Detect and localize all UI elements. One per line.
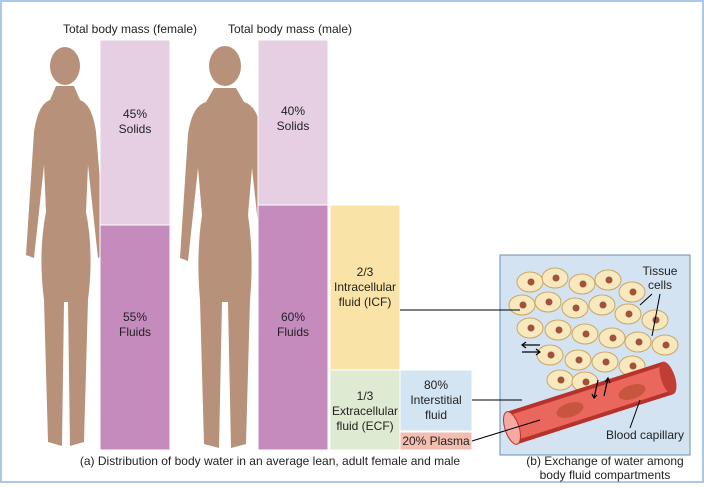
interstitial-percent: 80% (424, 378, 448, 392)
nucleus (548, 352, 555, 359)
female-fluids-label: Fluids (119, 325, 151, 339)
nucleus (600, 302, 607, 309)
female-solids-percent: 45% (123, 107, 147, 121)
nucleus (558, 377, 565, 384)
nucleus (630, 363, 637, 370)
nucleus (553, 275, 560, 282)
nucleus (610, 335, 617, 342)
icf-fraction: 2/3 (357, 265, 374, 279)
interstitial-line: Interstitial (410, 393, 461, 407)
icf-line: fluid (ICF) (339, 295, 392, 309)
ecf-line: fluid (ECF) (336, 419, 393, 433)
nucleus (603, 359, 610, 366)
nucleus (626, 311, 633, 318)
nucleus (630, 289, 637, 296)
interstitial-line: fluid (425, 408, 447, 422)
icf-line: Intracellular (334, 280, 396, 294)
blood-capillary-label: Blood capillary (606, 428, 684, 442)
ecf-fraction: 1/3 (357, 389, 374, 403)
female-solids-label: Solids (119, 122, 152, 136)
nucleus (528, 279, 535, 286)
tissue-cells-label: cells (648, 278, 672, 292)
plasma-label: 20% Plasma (402, 434, 470, 448)
nucleus (556, 327, 563, 334)
female-title: Total body mass (female) (63, 22, 197, 36)
nucleus (573, 305, 580, 312)
male-solids-label: Solids (277, 119, 310, 133)
nucleus (663, 342, 670, 349)
nucleus (636, 339, 643, 346)
female-fluids-percent: 55% (123, 310, 147, 324)
nucleus (583, 331, 590, 338)
nucleus (520, 302, 527, 309)
nucleus (606, 277, 613, 284)
male-solids-percent: 40% (281, 104, 305, 118)
figure: Total body mass (female) Total body mass… (0, 0, 704, 483)
male-fluids-label: Fluids (277, 325, 309, 339)
nucleus (583, 379, 590, 386)
male-fluids-percent: 60% (281, 310, 305, 324)
nucleus (546, 299, 553, 306)
caption-b: body fluid compartments (540, 468, 671, 482)
male-title: Total body mass (male) (228, 22, 352, 36)
nucleus (580, 281, 587, 288)
ecf-line: Extracellular (332, 404, 398, 418)
caption-b: (b) Exchange of water among (526, 454, 683, 468)
tissue-cells-label: Tissue (643, 264, 678, 278)
nucleus (528, 325, 535, 332)
nucleus (576, 357, 583, 364)
caption-a: (a) Distribution of body water in an ave… (80, 454, 461, 468)
